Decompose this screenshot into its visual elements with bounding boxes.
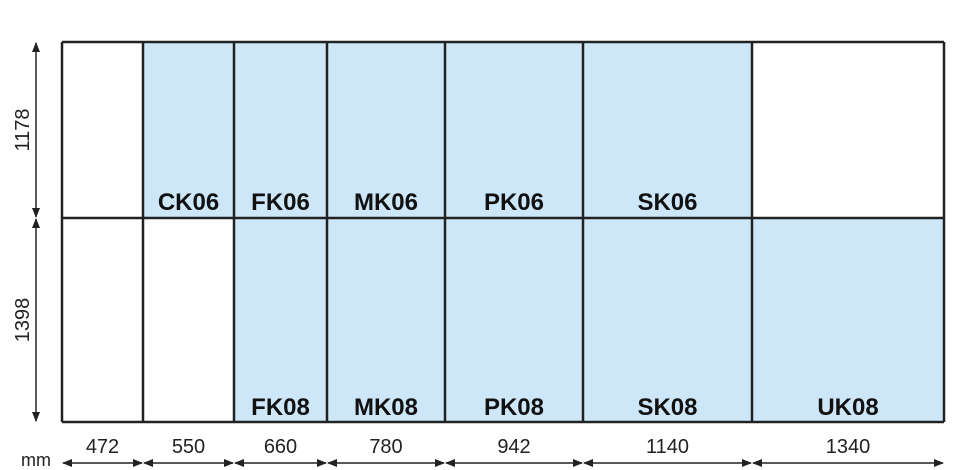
window-code: CK06 (158, 189, 219, 216)
window-cell (752, 218, 944, 422)
width-label: 1340 (826, 436, 871, 458)
window-code: FK08 (251, 394, 310, 421)
window-code: SK06 (637, 189, 697, 216)
width-label: 550 (172, 436, 205, 458)
window-cell (327, 42, 445, 218)
unit-label: mm (21, 450, 51, 470)
window-code: UK08 (817, 394, 878, 421)
window-cell (583, 42, 752, 218)
width-label: 942 (497, 436, 530, 458)
window-code: FK06 (251, 189, 310, 216)
width-label: 660 (264, 436, 297, 458)
width-label: 1140 (646, 436, 689, 458)
window-code: PK06 (484, 189, 544, 216)
window-code: MK06 (354, 189, 418, 216)
height-label: 1178 (12, 108, 34, 151)
width-label: 472 (86, 436, 119, 458)
window-cell (583, 218, 752, 422)
window-cell (234, 42, 327, 218)
window-cell (234, 218, 327, 422)
window-cell (143, 42, 234, 218)
window-code: PK08 (484, 394, 544, 421)
window-code: SK08 (637, 394, 697, 421)
window-code: MK08 (354, 394, 418, 421)
window-cell (445, 218, 583, 422)
width-label: 780 (369, 436, 402, 458)
window-cell (327, 218, 445, 422)
height-label: 1398 (12, 298, 34, 343)
window-cell (445, 42, 583, 218)
